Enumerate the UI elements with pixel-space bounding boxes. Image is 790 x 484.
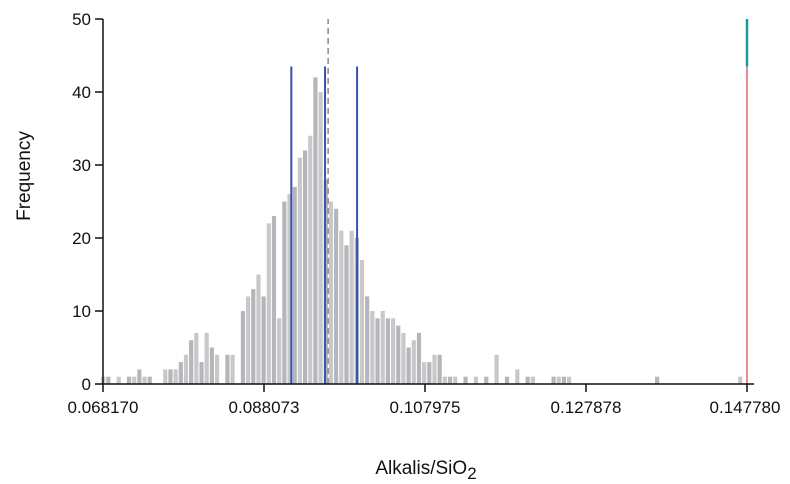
histogram-bar bbox=[282, 201, 287, 384]
y-tick-label: 20 bbox=[72, 229, 91, 248]
histogram-bar bbox=[463, 376, 468, 384]
histogram-bar bbox=[738, 376, 743, 384]
x-tick-label: 0.147780 bbox=[710, 398, 781, 417]
axes bbox=[102, 19, 754, 385]
histogram-bar bbox=[567, 376, 572, 384]
histogram-bar bbox=[385, 318, 390, 384]
histogram-bar bbox=[432, 354, 437, 384]
histogram-bar bbox=[561, 376, 567, 384]
y-tick-label: 0 bbox=[82, 375, 91, 394]
histogram-bar bbox=[442, 376, 447, 384]
x-tick-label: 0.088073 bbox=[229, 398, 300, 417]
histogram-bar bbox=[390, 318, 396, 384]
histogram-bar bbox=[406, 347, 411, 384]
histogram-bar bbox=[277, 318, 282, 384]
histogram-bar bbox=[189, 340, 194, 384]
histogram-bar bbox=[173, 369, 178, 384]
histogram-bar bbox=[359, 259, 365, 384]
axis-ticks: 0 10 20 30 40 50 0.068170 0.088073 0.107975 0.127… bbox=[68, 10, 781, 417]
histogram-bar bbox=[308, 135, 313, 384]
histogram-bar bbox=[447, 376, 453, 384]
histogram-bar bbox=[453, 376, 458, 384]
x-tick-label: 0.107975 bbox=[390, 398, 461, 417]
histogram-bar bbox=[411, 340, 416, 384]
histogram-bar bbox=[199, 362, 204, 384]
histogram-bar bbox=[422, 362, 427, 384]
histogram-bar bbox=[530, 376, 535, 384]
histogram-bar bbox=[204, 332, 209, 384]
histogram-bar bbox=[271, 216, 277, 384]
histogram-bar bbox=[194, 332, 199, 384]
histogram-bar bbox=[525, 376, 530, 384]
histogram-bar bbox=[365, 296, 370, 384]
histogram-bar bbox=[396, 325, 401, 384]
histogram-bar bbox=[313, 77, 318, 385]
histogram-bars bbox=[101, 77, 743, 385]
histogram-bar bbox=[163, 369, 168, 384]
histogram-bar bbox=[116, 376, 121, 384]
x-axis-label-subscript: 2 bbox=[467, 464, 476, 483]
histogram-bar bbox=[225, 354, 230, 384]
histogram-bar bbox=[251, 289, 256, 384]
histogram-bar bbox=[427, 362, 432, 384]
histogram-bar bbox=[437, 354, 442, 384]
x-axis-label: Alkalis/SiO2 bbox=[375, 458, 476, 483]
histogram-bar bbox=[504, 376, 510, 384]
histogram-bar bbox=[106, 376, 111, 384]
histogram-bar bbox=[334, 208, 339, 384]
histogram-bar bbox=[209, 347, 214, 384]
histogram-bar bbox=[655, 376, 660, 384]
histogram-bar bbox=[416, 332, 422, 384]
histogram-bar bbox=[473, 376, 478, 384]
histogram-bar bbox=[328, 201, 334, 384]
y-tick-label: 10 bbox=[72, 302, 91, 321]
histogram-bar bbox=[380, 311, 385, 384]
y-tick-label: 50 bbox=[72, 10, 91, 29]
histogram-bar bbox=[147, 376, 152, 384]
histogram-bar bbox=[132, 376, 137, 384]
histogram-bar bbox=[494, 354, 499, 384]
histogram-bar bbox=[178, 362, 183, 384]
histogram-bar bbox=[339, 230, 344, 384]
histogram-bar bbox=[349, 230, 354, 384]
x-tick-label: 0.127878 bbox=[551, 398, 622, 417]
y-tick-label: 40 bbox=[72, 83, 91, 102]
histogram-bar bbox=[556, 376, 561, 384]
x-tick-label: 0.068170 bbox=[68, 398, 139, 417]
histogram-bar bbox=[246, 296, 251, 384]
histogram-bar bbox=[168, 369, 173, 384]
histogram-bar bbox=[484, 376, 489, 384]
histogram-bar bbox=[515, 369, 520, 384]
histogram-bar bbox=[256, 274, 261, 384]
reference-lines bbox=[290, 19, 749, 384]
y-axis-label: Frequency bbox=[14, 131, 35, 221]
histogram-bar bbox=[292, 186, 297, 384]
histogram-bar bbox=[302, 150, 308, 384]
histogram-bar bbox=[137, 369, 142, 384]
x-axis-label-main: Alkalis/SiO bbox=[375, 458, 467, 479]
histogram-bar bbox=[551, 376, 556, 384]
histogram-bar bbox=[240, 311, 246, 384]
histogram-bar bbox=[370, 311, 375, 384]
histogram-bar bbox=[375, 318, 380, 384]
histogram-bar bbox=[401, 332, 406, 384]
histogram-bar bbox=[287, 194, 292, 384]
histogram-bar bbox=[261, 296, 266, 384]
histogram-bar bbox=[214, 354, 220, 384]
histogram-bar bbox=[344, 245, 349, 384]
histogram-bar bbox=[297, 157, 302, 384]
histogram-bar bbox=[126, 376, 132, 384]
histogram-bar bbox=[183, 354, 189, 384]
y-tick-label: 30 bbox=[72, 156, 91, 175]
histogram-bar bbox=[142, 376, 147, 384]
histogram-bar bbox=[266, 223, 271, 384]
histogram-bar bbox=[230, 354, 235, 384]
histogram-bar bbox=[318, 92, 323, 384]
